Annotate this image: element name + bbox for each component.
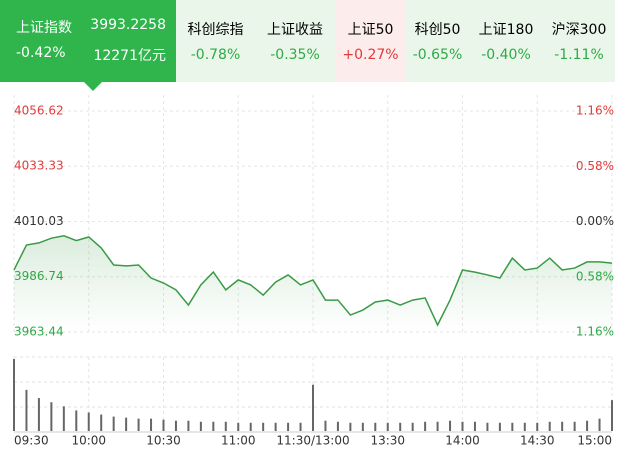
volume-bar xyxy=(461,421,464,431)
tab-name: 科创综指 xyxy=(187,22,244,38)
x-tick-label: 13:30 xyxy=(370,434,405,448)
volume-bar xyxy=(237,422,240,431)
tab-change: -0.40% xyxy=(481,47,531,63)
tab[interactable]: 科创50 -0.65% xyxy=(406,0,469,82)
x-tick-label: 11:00 xyxy=(221,434,256,448)
tab-name: 科创50 xyxy=(414,22,461,38)
volume-bar xyxy=(187,420,190,431)
tab[interactable]: 科创综指 -0.78% xyxy=(176,0,255,82)
volume-bar xyxy=(50,402,53,431)
tab-change: -0.35% xyxy=(270,47,320,63)
tab-row: 上证指数 3993.2258 xyxy=(16,17,166,37)
tab-change: -0.42% xyxy=(16,45,66,61)
volume-bar xyxy=(536,422,539,431)
volume-bar xyxy=(62,406,65,431)
y2-tick-label: 0.00% xyxy=(576,214,614,228)
volume-bar xyxy=(87,412,90,431)
tab[interactable]: 沪深300 -1.11% xyxy=(543,0,615,82)
tab[interactable]: 上证180 -0.40% xyxy=(469,0,543,82)
volume-bar xyxy=(611,400,613,431)
volume-bar xyxy=(262,422,265,431)
volume-bar xyxy=(212,421,215,431)
volume-bar xyxy=(287,422,290,431)
volume-bar xyxy=(473,421,476,431)
volume-bar xyxy=(174,420,177,431)
tab-name: 上证50 xyxy=(347,22,394,38)
volume-bar xyxy=(523,422,526,431)
x-tick-label: 10:30 xyxy=(146,434,181,448)
volume-bar xyxy=(573,421,576,431)
volume-bar xyxy=(25,389,28,431)
tab-change: -0.78% xyxy=(190,47,241,63)
volume-bar xyxy=(486,422,489,431)
volume-bar xyxy=(150,418,153,431)
volume-bar xyxy=(548,421,551,431)
tab-price: 3993.2258 xyxy=(90,17,166,33)
tab-change: -1.11% xyxy=(554,47,604,63)
volume-bar xyxy=(37,398,40,431)
tab-name: 上证指数 xyxy=(16,20,72,36)
volume-bar xyxy=(386,422,389,431)
volume-bar xyxy=(498,422,501,431)
volume-bar xyxy=(424,421,427,431)
price-area xyxy=(14,235,612,332)
tab[interactable]: 上证指数 3993.2258 -0.42% 12271亿元 xyxy=(0,0,176,91)
x-tick-label: 11:30/13:00 xyxy=(276,434,349,448)
tab[interactable]: 上证50 +0.27% xyxy=(335,0,406,82)
tab-change: +0.27% xyxy=(342,47,399,63)
x-tick-label: 14:30 xyxy=(520,434,555,448)
volume-bar xyxy=(162,419,165,431)
y-tick-label: 4056.62 xyxy=(14,104,64,118)
volume-bar xyxy=(349,422,352,431)
x-tick-label: 10:00 xyxy=(71,434,106,448)
x-tick-label: 14:00 xyxy=(445,434,480,448)
tab-name: 沪深300 xyxy=(551,22,607,38)
volume-bar xyxy=(224,421,227,431)
volume-bar xyxy=(511,422,514,431)
tab-name: 上证180 xyxy=(478,22,534,38)
tab-name: 上证收益 xyxy=(267,22,323,38)
volume-bar xyxy=(586,420,589,431)
y-tick-label: 4033.33 xyxy=(14,159,64,173)
volume-bar xyxy=(561,421,564,431)
volume-bar xyxy=(249,422,252,431)
tab-change: -0.65% xyxy=(412,47,463,63)
volume-bar xyxy=(598,418,601,431)
volume-bar xyxy=(399,422,402,431)
volume-bar xyxy=(199,421,202,431)
volume-bar xyxy=(336,421,339,431)
volume-bar xyxy=(449,420,452,431)
volume-bar xyxy=(112,416,115,431)
volume-bar xyxy=(361,422,364,431)
volume-bar xyxy=(436,421,439,431)
volume-bar xyxy=(411,422,414,431)
y2-tick-label: 1.16% xyxy=(576,104,614,118)
volume-bar xyxy=(125,417,128,431)
volume-bar xyxy=(324,420,327,431)
volume-bar xyxy=(75,410,78,431)
volume-bar xyxy=(312,384,314,431)
volume-bar xyxy=(13,359,15,431)
tab-pointer xyxy=(84,82,102,91)
y2-tick-label: 0.58% xyxy=(576,159,614,173)
volume-bar xyxy=(299,422,302,431)
price-line xyxy=(13,235,613,327)
x-tick-label: 09:30 xyxy=(14,434,49,448)
volume-bar xyxy=(137,418,140,431)
index-tabs: 上证指数 3993.2258 -0.42% 12271亿元 科创综指 -0.78% 上… xyxy=(0,0,615,91)
tab-row: -0.42% 12271亿元 xyxy=(16,45,166,65)
tab-turnover: 12271亿元 xyxy=(93,48,166,64)
y-tick-label: 4010.03 xyxy=(14,214,64,228)
volume-bar xyxy=(100,414,103,431)
x-tick-label: 15:00 xyxy=(577,434,612,448)
volume-bar xyxy=(374,422,377,431)
tab[interactable]: 上证收益 -0.35% xyxy=(255,0,335,82)
volume-bar xyxy=(274,422,277,431)
